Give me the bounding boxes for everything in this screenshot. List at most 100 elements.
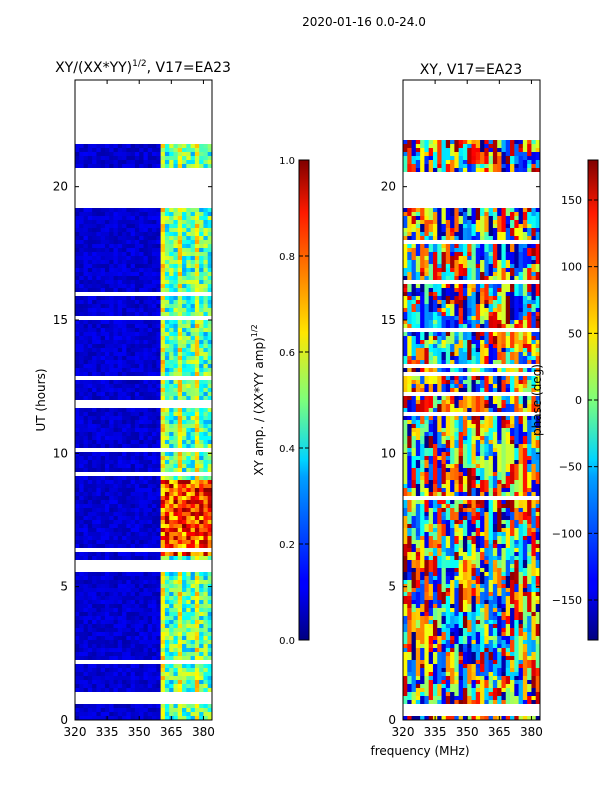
panel1-cell <box>169 240 174 245</box>
panel2-cell <box>454 276 460 281</box>
panel1-cell <box>190 468 196 473</box>
panel1-gap <box>75 176 212 181</box>
panel1-cell <box>87 392 93 397</box>
panel1-cell <box>87 516 93 521</box>
panel2-cell <box>471 156 477 161</box>
panel1-cell <box>143 360 149 365</box>
panel1-cell <box>203 588 209 593</box>
panel1-cell <box>164 576 170 581</box>
figure-suptitle: 2020-01-16 0.0-24.0 <box>302 15 426 29</box>
panel1-cell <box>199 708 204 713</box>
panel1-cell <box>83 228 89 233</box>
panel1-cell <box>134 220 140 225</box>
panel1-cell <box>160 380 166 385</box>
panel1-cell <box>117 208 123 213</box>
panel1-cell <box>87 508 93 513</box>
panel1-cell <box>122 252 127 257</box>
panel1-cell <box>164 464 170 469</box>
panel1-cell <box>134 308 140 313</box>
panel1-row <box>75 160 212 165</box>
panel2-cell <box>480 236 485 241</box>
panel1-cell <box>75 716 80 720</box>
panel1-cell <box>126 512 132 517</box>
panel1-cell <box>199 152 204 157</box>
panel2-cell <box>411 216 417 221</box>
panel1-row <box>75 420 212 425</box>
panel2-cell <box>411 236 417 241</box>
panel1-cell <box>130 464 136 469</box>
panel1-cell <box>113 268 119 273</box>
panel1-cell <box>96 256 102 261</box>
panel1-cell <box>147 224 153 229</box>
panel1-cell <box>152 484 157 489</box>
panel1-cell <box>109 544 114 549</box>
panel1-cell <box>126 336 132 341</box>
panel1-cell <box>139 356 144 361</box>
panel1-cell <box>143 256 149 261</box>
panel1-cell <box>126 296 132 301</box>
panel1-cell <box>92 636 97 641</box>
panel2-cell <box>428 144 434 149</box>
panel1-cell <box>173 640 179 645</box>
panel2-cell <box>531 264 537 269</box>
panel1-cell <box>113 368 119 373</box>
panel2-row <box>403 208 540 213</box>
panel2-cell <box>458 224 464 229</box>
panel1-cell <box>160 676 166 681</box>
panel1-cell <box>152 456 157 461</box>
panel1-cell <box>173 636 179 641</box>
panel1-cell <box>177 516 183 521</box>
panel1-cell <box>134 232 140 237</box>
panel2-cell <box>462 228 468 233</box>
panel1-cell <box>169 452 174 457</box>
panel1-cell <box>100 344 106 349</box>
panel1-cell <box>113 580 119 585</box>
panel1-cell <box>92 540 97 545</box>
panel1-cell <box>117 716 123 720</box>
panel1-cell <box>156 460 162 465</box>
panel2-cell <box>462 212 468 217</box>
panel1-cell <box>126 452 132 457</box>
panel1-cell <box>147 688 153 693</box>
panel1-cell <box>207 680 212 685</box>
panel2-row <box>403 112 540 117</box>
panel2-row <box>403 140 540 145</box>
panel1-cell <box>156 248 162 253</box>
panel1-row <box>75 564 212 569</box>
panel2-row <box>403 224 540 229</box>
panel1-cell <box>199 356 204 361</box>
panel1-cell <box>203 328 209 333</box>
panel1-cell <box>194 368 200 373</box>
panel2-cell <box>432 248 438 253</box>
panel1-cell <box>79 716 84 720</box>
panel1-cell <box>83 544 89 549</box>
panel1-cell <box>109 300 114 305</box>
panel1-cell <box>143 332 149 337</box>
panel1-cell <box>156 496 162 501</box>
panel1-row <box>75 604 212 609</box>
panel1-cell <box>96 216 102 221</box>
panel1-cell <box>126 460 132 465</box>
panel1-cell <box>186 572 191 577</box>
panel1-cell <box>203 212 209 217</box>
panel1-cell <box>100 688 106 693</box>
panel1-cell <box>75 148 80 153</box>
panel1-cell <box>177 280 183 285</box>
panel2-row <box>403 284 540 289</box>
panel1-cell <box>190 244 196 249</box>
panel1-cell <box>122 300 127 305</box>
panel2-row <box>403 288 540 293</box>
panel1-cell <box>79 148 84 153</box>
panel1-row <box>75 648 212 653</box>
panel1-row <box>75 516 212 521</box>
panel1-cell <box>203 300 209 305</box>
panel1-gap <box>75 112 212 117</box>
panel1-cell <box>113 232 119 237</box>
panel1-cell <box>79 440 84 445</box>
panel1-cell <box>130 636 136 641</box>
panel2-cell <box>432 236 438 241</box>
panel1-cell <box>143 352 149 357</box>
panel2-cell <box>471 212 477 217</box>
panel1-cell <box>203 412 209 417</box>
panel1-cell <box>173 600 179 605</box>
